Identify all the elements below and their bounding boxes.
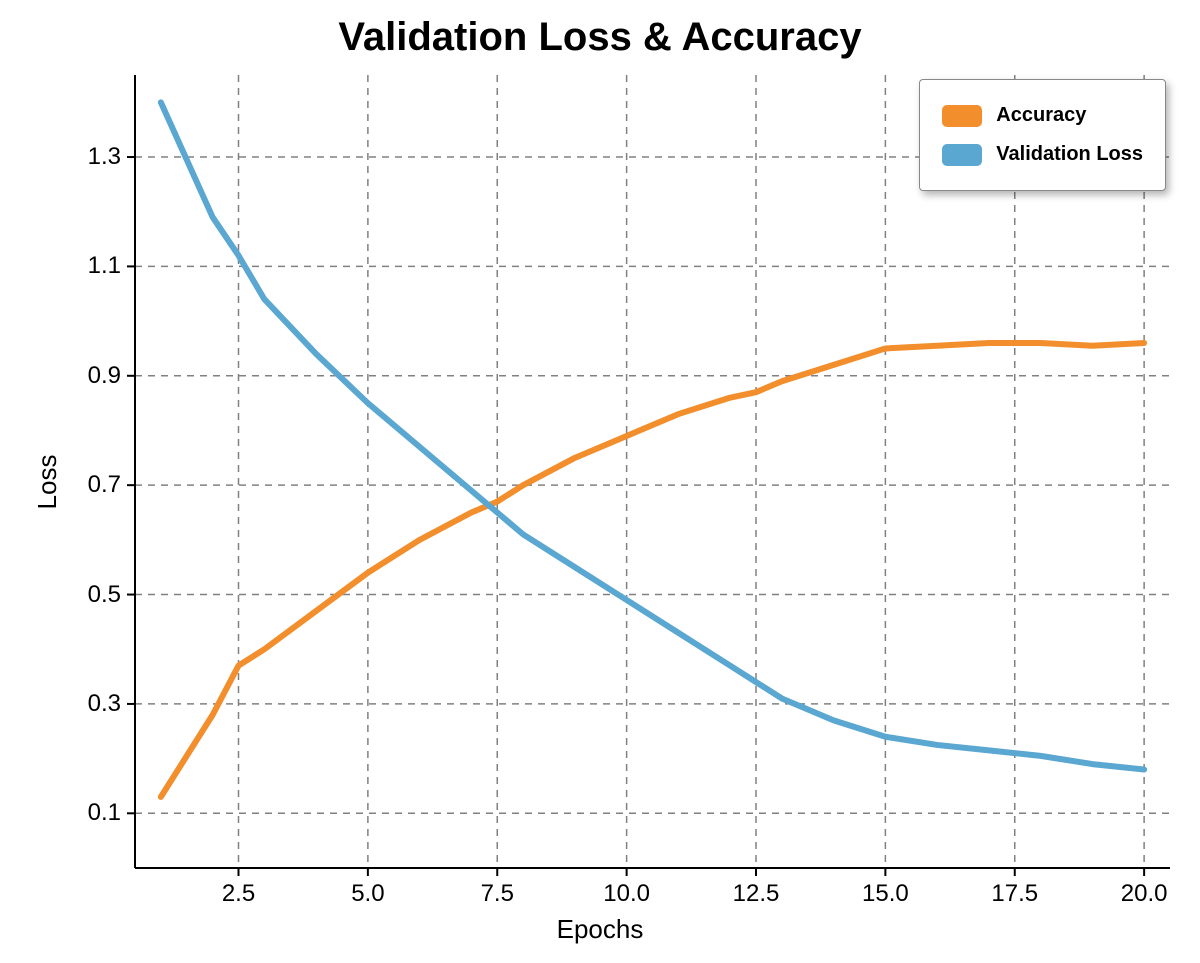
x-tick-label: 20.0 [1121,880,1168,908]
chart-container: Validation Loss & Accuracy Loss Epochs 0… [0,0,1200,963]
y-tick-label: 1.3 [88,143,121,171]
y-tick-label: 0.3 [88,690,121,718]
y-axis-label: Loss [32,454,63,509]
x-tick-label: 17.5 [991,880,1038,908]
x-tick-label: 5.0 [351,880,384,908]
x-tick-labels: 2.55.07.510.012.515.017.520.0 [135,75,1170,868]
y-tick-label: 0.7 [88,471,121,499]
x-tick-label: 12.5 [733,880,780,908]
legend: Accuracy Validation Loss [919,79,1166,191]
x-tick-label: 10.0 [603,880,650,908]
x-tick-label: 2.5 [222,880,255,908]
y-tick-label: 0.5 [88,581,121,609]
legend-item: Validation Loss [942,135,1143,174]
plot-area: 0.10.30.50.70.91.11.3 2.55.07.510.012.51… [135,75,1170,868]
legend-swatch [942,144,982,166]
x-axis-label: Epochs [0,914,1200,945]
legend-label: Accuracy [996,104,1086,127]
legend-label: Validation Loss [996,143,1143,166]
x-tick-label: 7.5 [481,880,514,908]
legend-swatch [942,105,982,127]
x-tick-label: 15.0 [862,880,909,908]
chart-title: Validation Loss & Accuracy [0,15,1200,60]
y-tick-label: 0.1 [88,799,121,827]
y-tick-label: 0.9 [88,362,121,390]
legend-item: Accuracy [942,96,1143,135]
y-tick-label: 1.1 [88,252,121,280]
